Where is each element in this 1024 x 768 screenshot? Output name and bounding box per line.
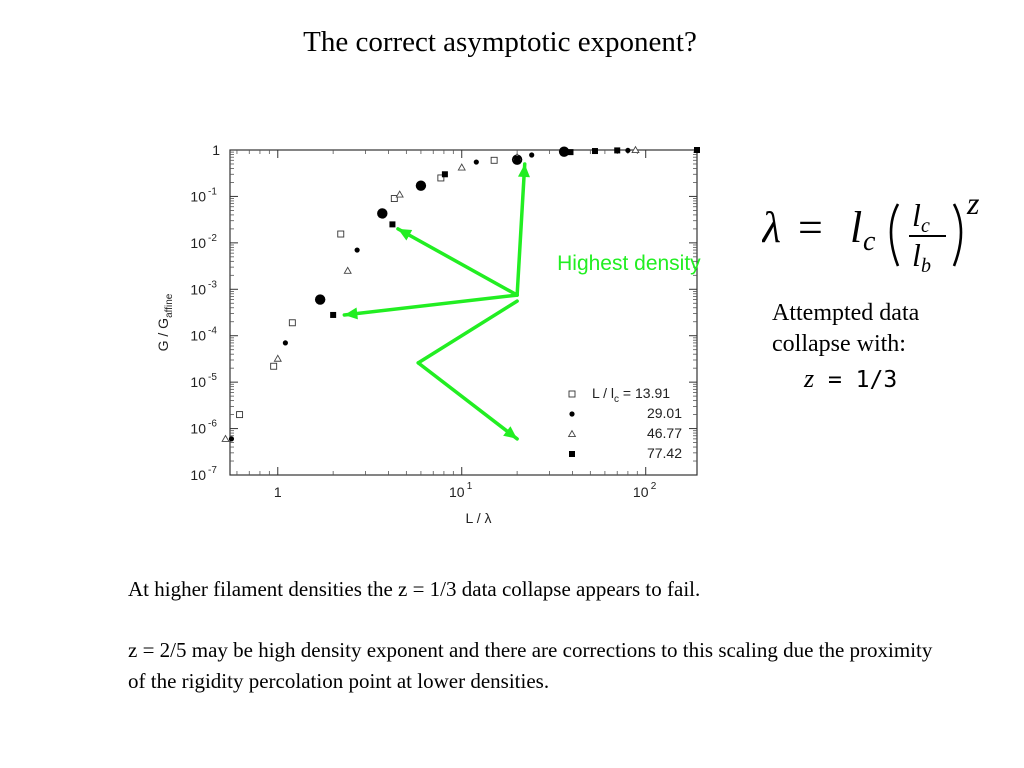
data-point <box>395 190 404 198</box>
data-point <box>343 266 352 274</box>
annotation-arrow-segment <box>416 299 519 365</box>
data-point <box>288 319 296 327</box>
formula-exponent: z <box>966 186 980 221</box>
legend-marker <box>567 429 577 437</box>
data-point <box>631 145 640 153</box>
collapse-eq-var: z <box>804 364 815 393</box>
data-point <box>473 159 479 165</box>
collapse-eq-value: = 1/3 <box>814 367 898 393</box>
y-tick-exponent: -3 <box>208 279 217 290</box>
y-tick-label: 10 <box>190 281 206 297</box>
data-point <box>377 208 388 219</box>
body-paragraph-2: z = 2/5 may be high density exponent and… <box>128 638 933 693</box>
data-point <box>389 221 396 228</box>
y-tick-exponent: -2 <box>208 233 217 244</box>
y-tick-label: 10 <box>190 188 206 204</box>
legend-marker <box>569 451 575 457</box>
annotation-arrow <box>342 293 519 317</box>
x-tick-exponent: 2 <box>651 481 657 492</box>
formula-lambda: λ <box>762 203 781 252</box>
collapse-note: Attempted data collapse with: <box>772 300 920 357</box>
formula-num: l <box>912 197 921 233</box>
data-point <box>490 156 498 164</box>
legend-header-main: L / l <box>592 385 614 401</box>
annotation-arrowhead <box>344 307 358 320</box>
data-point <box>228 436 235 442</box>
body-text: At higher filament densities the z = 1/3… <box>128 574 948 697</box>
data-point <box>354 247 360 253</box>
y-tick-label: 10 <box>190 235 206 251</box>
y-tick-exponent: -5 <box>208 372 217 383</box>
slide-title: The correct asymptotic exponent? <box>303 26 697 58</box>
x-tick-exponent: 1 <box>467 481 473 492</box>
y-tick-exponent: -7 <box>208 465 217 476</box>
y-tick-label: 10 <box>190 467 206 483</box>
y-axis-label-main: G / G <box>155 318 171 351</box>
data-point <box>221 434 230 442</box>
formula-num-sub: c <box>921 215 930 237</box>
data-point <box>625 147 631 154</box>
data-point <box>457 163 466 171</box>
x-tick-label: 1 <box>274 484 282 500</box>
data-point <box>270 362 278 370</box>
annotation-arrowhead <box>517 163 530 178</box>
y-tick-label: 10 <box>190 374 206 390</box>
annotation-arrow <box>515 162 527 297</box>
data-point <box>614 147 621 154</box>
data-point <box>415 180 427 191</box>
data-point <box>390 195 398 203</box>
x-tick-label: 10 <box>633 484 649 500</box>
legend-label: 29.01 <box>647 405 682 421</box>
data-point <box>236 411 244 419</box>
x-tick-label: 10 <box>449 484 465 500</box>
collapse-equation: z = 1/3 <box>804 364 897 394</box>
body-paragraph-1: At higher filament densities the z = 1/3… <box>128 577 701 601</box>
data-point <box>282 340 288 346</box>
y-tick-exponent: -4 <box>208 326 217 337</box>
legend-marker <box>569 411 575 417</box>
annotation-arrowhead <box>503 426 518 439</box>
data-point <box>273 354 282 362</box>
data-point <box>514 155 521 162</box>
plot-frame <box>229 149 698 476</box>
y-axis-label-sub: affine <box>164 293 175 318</box>
x-axis-label: L / λ <box>466 510 492 526</box>
legend-label: 46.77 <box>647 425 682 441</box>
data-point <box>558 146 570 157</box>
data-point <box>437 174 445 182</box>
formula-den: l <box>912 237 921 273</box>
y-tick-exponent: -1 <box>208 186 217 197</box>
annotation-arrow <box>396 227 519 297</box>
data-point <box>441 171 448 178</box>
legend-label: 77.42 <box>647 445 682 461</box>
data-point <box>567 149 574 156</box>
formula-left-paren <box>889 203 900 267</box>
y-tick-label: 10 <box>190 328 206 344</box>
scatter-chart: 110 -110 -210 -310 -410 -510 -610 -71 10 1 10 2L / … <box>155 142 701 526</box>
y-tick-label: 1 <box>212 142 220 158</box>
data-point <box>529 152 535 158</box>
legend-header-sub: c <box>614 394 619 405</box>
data-point <box>694 147 700 153</box>
formula-right-paren <box>952 203 963 267</box>
annotation-arrowhead <box>397 228 413 241</box>
y-tick-label: 10 <box>190 421 206 437</box>
y-tick-exponent: -6 <box>208 419 217 430</box>
legend-header: L / lc = 13.91 <box>592 385 670 405</box>
lambda-formula: λ = l c l c l b z <box>762 186 980 276</box>
formula-equals: = <box>798 203 823 252</box>
data-point <box>330 311 337 318</box>
formula-den-sub: b <box>921 255 931 276</box>
y-axis-label: G / Gaffine <box>155 293 175 351</box>
data-point <box>337 230 345 238</box>
formula-coef: l <box>850 203 862 252</box>
data-point <box>314 294 326 305</box>
annotation-label: Highest density <box>557 252 701 275</box>
annotation-arrow <box>416 361 519 441</box>
legend-header-value: = 13.91 <box>619 385 670 401</box>
data-point <box>591 148 598 155</box>
formula-coef-sub: c <box>863 226 876 257</box>
legend-marker <box>568 390 576 398</box>
